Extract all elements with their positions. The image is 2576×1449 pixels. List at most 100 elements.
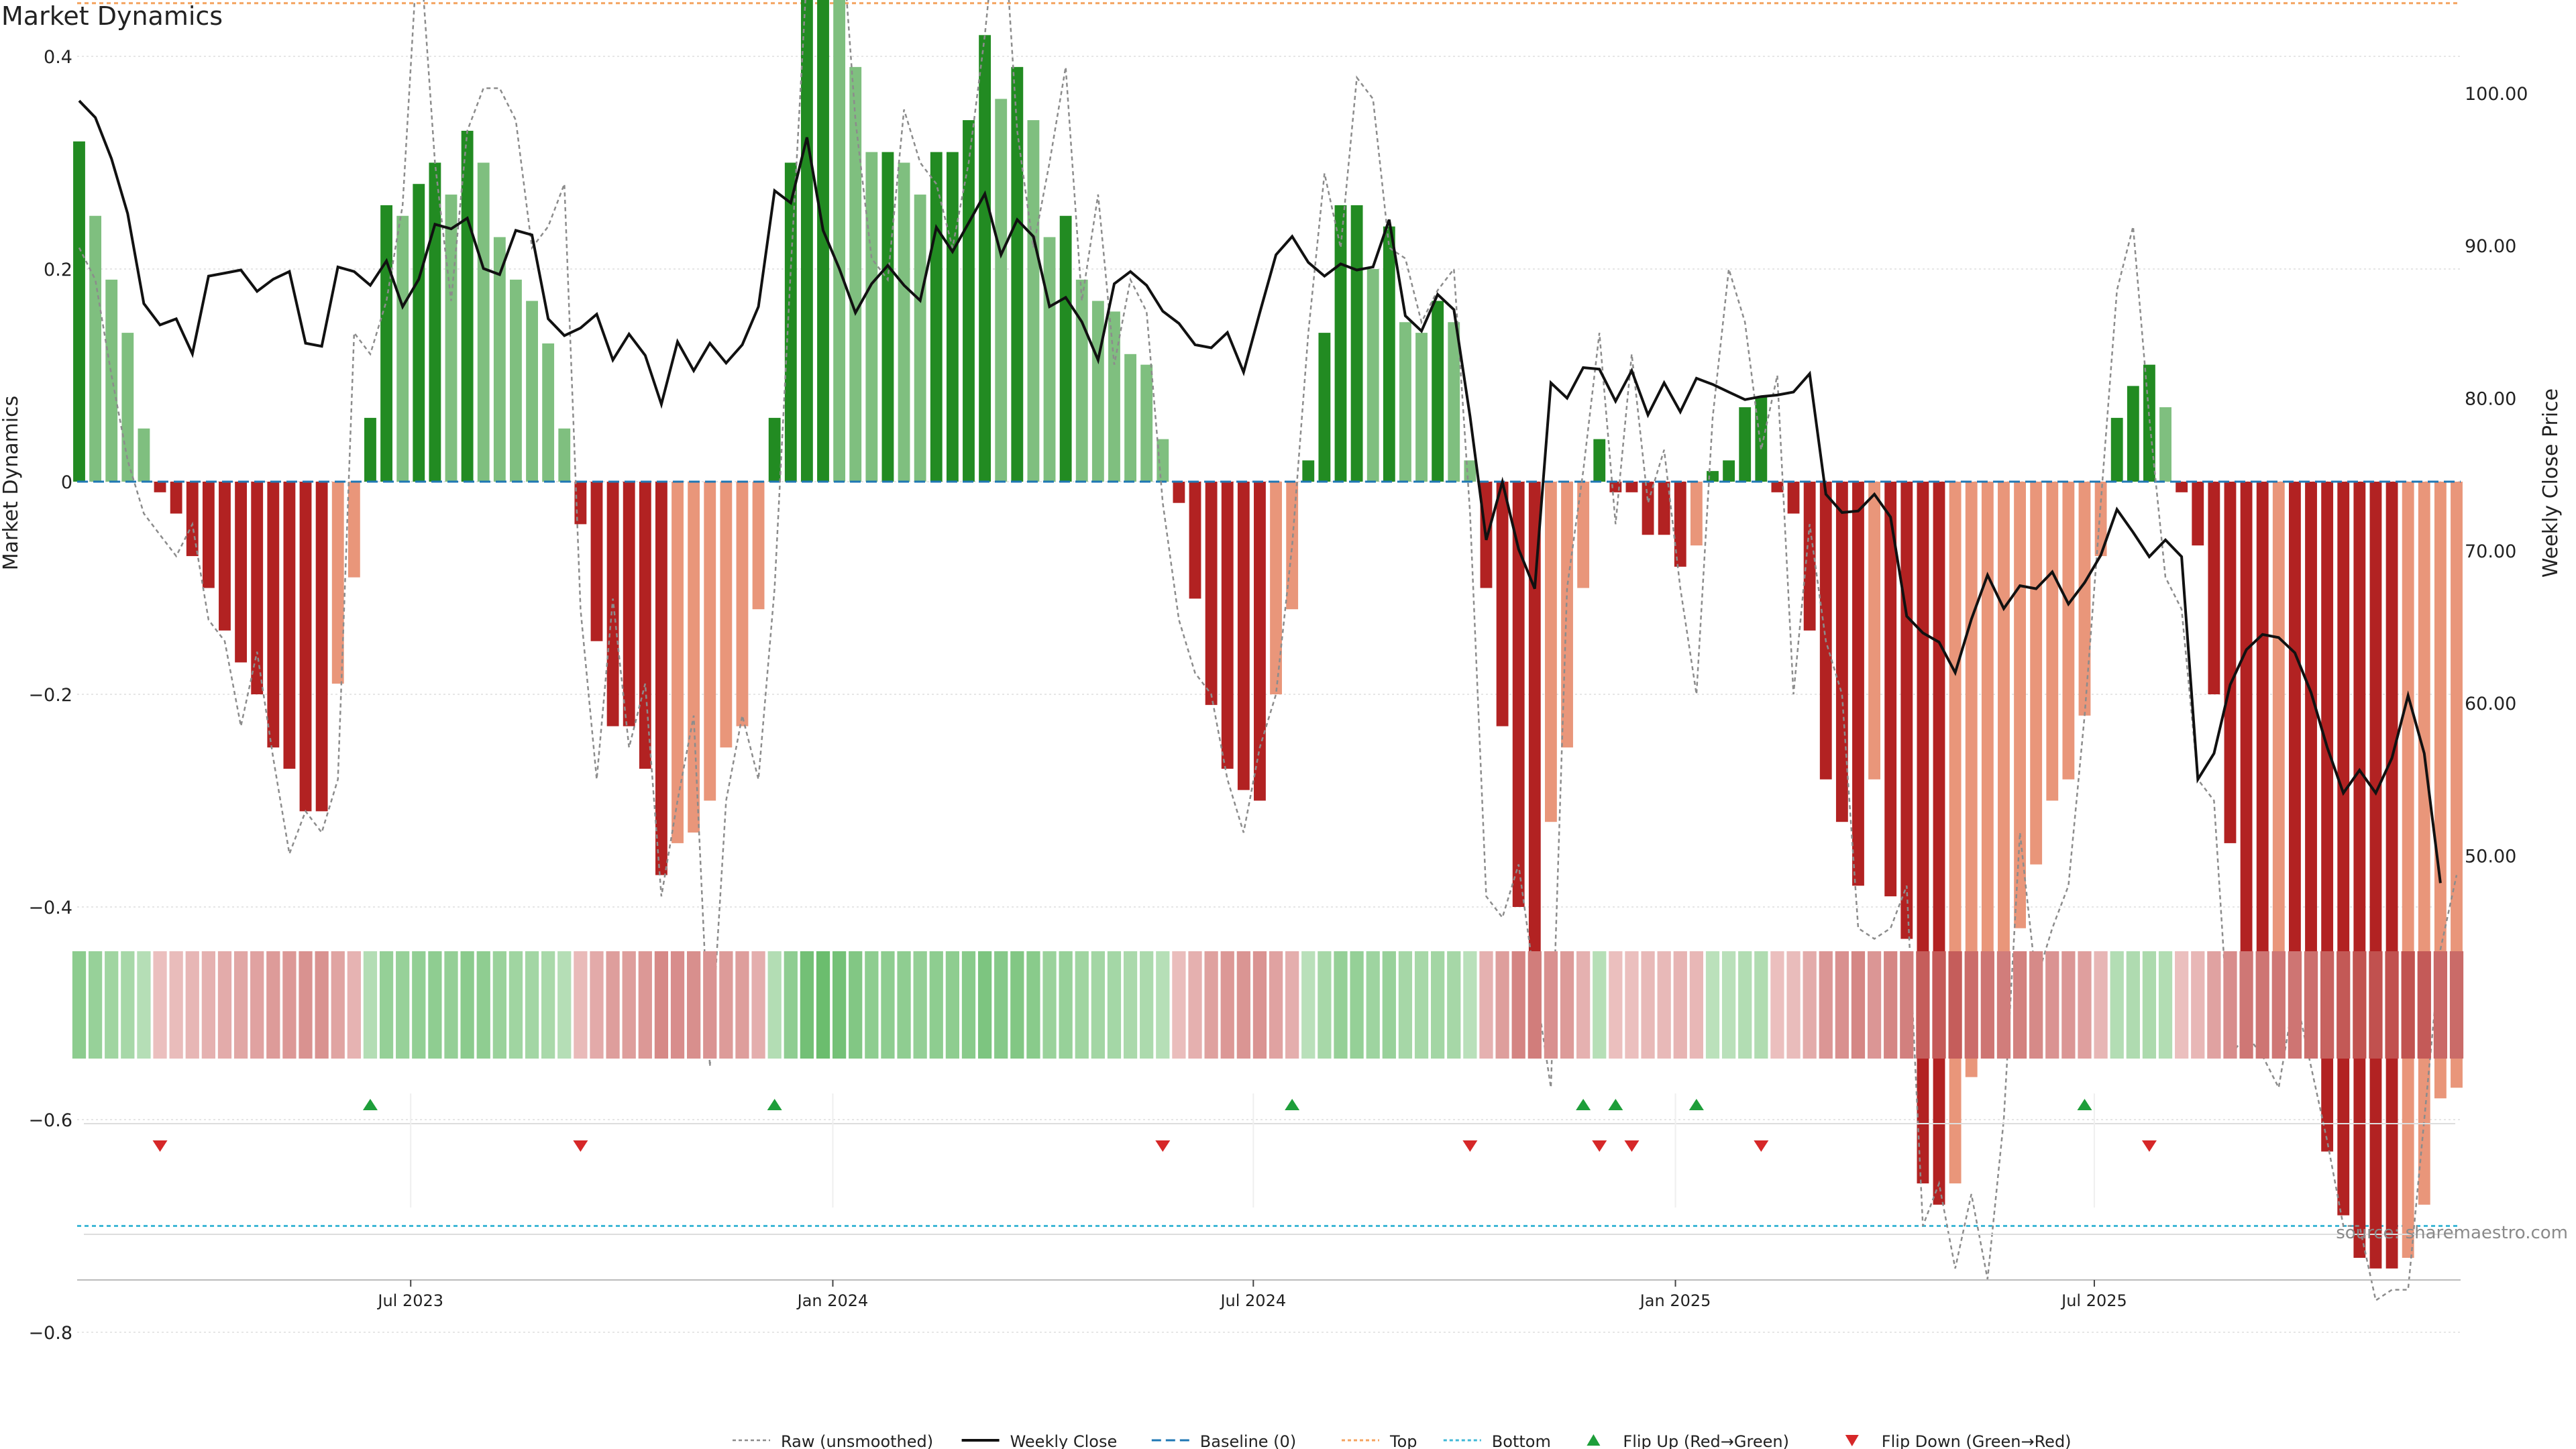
dynamics-bar [1949, 482, 1962, 1184]
heat-strip-cell [1851, 951, 1866, 1059]
heat-strip-cell [428, 951, 442, 1059]
heat-strip-cell [1593, 951, 1607, 1059]
dynamics-bar [1399, 322, 1411, 482]
heat-strip-cell [670, 951, 685, 1059]
heat-strip-cell [105, 951, 119, 1059]
heat-strip-cell [1285, 951, 1299, 1059]
y-tick-label-right: 100.00 [2465, 84, 2528, 105]
dynamics-bar [2369, 482, 2382, 1269]
heat-strip-cell [1463, 951, 1477, 1059]
dynamics-bar [526, 301, 538, 482]
dynamics-bar [1091, 301, 1104, 482]
dynamics-bar [2159, 407, 2171, 482]
y-tick-label-left: −0.2 [28, 685, 72, 706]
heat-strip-cell [347, 951, 361, 1059]
heat-strip-cell [606, 951, 620, 1059]
legend-label: Flip Down (Green→Red) [1882, 1432, 2072, 1449]
heat-strip-cell [2142, 951, 2157, 1059]
heat-strip-cell [121, 951, 135, 1059]
dynamics-bar [1739, 407, 1752, 482]
y-axis-label-right: Weekly Close Price [2539, 388, 2563, 578]
dynamics-bar [2402, 482, 2414, 1258]
dynamics-bar [1723, 460, 1735, 482]
dynamics-bar [2256, 482, 2269, 1014]
heat-strip-cell [169, 951, 183, 1059]
source-note: source: sharemaestro.com [2336, 1223, 2568, 1243]
heat-strip-cell [687, 951, 701, 1059]
heat-strip-cell [1770, 951, 1784, 1059]
dynamics-bar [1302, 460, 1315, 482]
dynamics-bar [235, 482, 248, 663]
heat-strip-cell [2369, 951, 2383, 1059]
heat-strip-cell [1803, 951, 1817, 1059]
raw-series-line [78, 0, 2458, 1302]
dynamics-bar [1108, 311, 1120, 482]
dynamics-bar [154, 482, 166, 492]
dynamics-bar [1884, 482, 1897, 897]
dynamics-bar [2208, 482, 2220, 694]
dynamics-bar [720, 482, 733, 748]
heat-strip-cell [574, 951, 588, 1059]
heat-strip-cell [331, 951, 345, 1059]
heat-strip-cell [1075, 951, 1089, 1059]
dynamics-bar [1835, 482, 1848, 822]
dynamics-bar [283, 482, 296, 769]
flip-up-marker [1608, 1099, 1623, 1110]
dynamics-bar [1189, 482, 1201, 599]
dynamics-bar [1658, 482, 1670, 535]
heat-strip-cell [1932, 951, 1946, 1059]
heat-strip-cell [1479, 951, 1493, 1059]
flip-up-marker [1688, 1099, 1704, 1110]
heat-strip-cell [2353, 951, 2367, 1059]
heat-strip-cell [1495, 951, 1509, 1059]
heat-strip-cell [282, 951, 297, 1059]
heat-strip-cell [233, 951, 248, 1059]
dynamics-bar [2192, 482, 2204, 546]
heat-strip-cell [622, 951, 636, 1059]
dynamics-bar [1561, 482, 1573, 748]
heat-strip-cell [2385, 951, 2399, 1059]
heat-strip-cell [379, 951, 394, 1059]
dynamics-bar [946, 152, 959, 482]
heat-strip-cell [72, 951, 87, 1059]
heat-strip-cell [266, 951, 280, 1059]
dynamics-bar [2014, 482, 2026, 928]
dynamics-bar [1787, 482, 1800, 514]
legend-flip-up-icon [1587, 1434, 1601, 1446]
heat-strip-cell [2271, 951, 2286, 1059]
heat-strip-cell [1059, 951, 1073, 1059]
heat-strip-cell [2337, 951, 2351, 1059]
dynamics-bar [979, 35, 991, 482]
dynamics-bar [2272, 482, 2285, 1003]
dynamics-bar [1868, 482, 1881, 780]
y-tick-label-right: 70.00 [2465, 541, 2516, 562]
dynamics-bar [2240, 482, 2253, 1003]
dynamics-bar [1334, 205, 1347, 482]
heat-strip-cell [1318, 951, 1332, 1059]
dynamics-bar [1124, 354, 1136, 482]
heat-strip-cell [751, 951, 765, 1059]
heat-strip-cell [1156, 951, 1170, 1059]
heat-strip-cell [363, 951, 378, 1059]
heat-strip-cell [2239, 951, 2253, 1059]
dynamics-bar [558, 428, 571, 482]
heat-strip-cell [1301, 951, 1316, 1059]
dynamics-bar [105, 279, 118, 482]
legend-label: Flip Up (Red→Green) [1623, 1432, 1789, 1449]
heat-strip-cell [444, 951, 458, 1059]
dynamics-bar [752, 482, 765, 610]
x-tick-label: Jan 2024 [796, 1291, 869, 1310]
dynamics-bar [672, 482, 684, 843]
heat-strip-cell [2126, 951, 2140, 1059]
heat-strip-cell [1916, 951, 1930, 1059]
flip-down-marker [1754, 1140, 1769, 1152]
dynamics-bar [2451, 482, 2463, 1088]
heat-strip-cell [1544, 951, 1558, 1059]
heat-strip-cell [2175, 951, 2189, 1059]
dynamics-bar [251, 482, 264, 694]
dynamics-bar [865, 152, 878, 482]
dynamics-bar [331, 482, 344, 684]
heat-strip-cell [1204, 951, 1218, 1059]
y-tick-label-left: 0.4 [44, 47, 72, 68]
heat-strip-cell [849, 951, 863, 1059]
